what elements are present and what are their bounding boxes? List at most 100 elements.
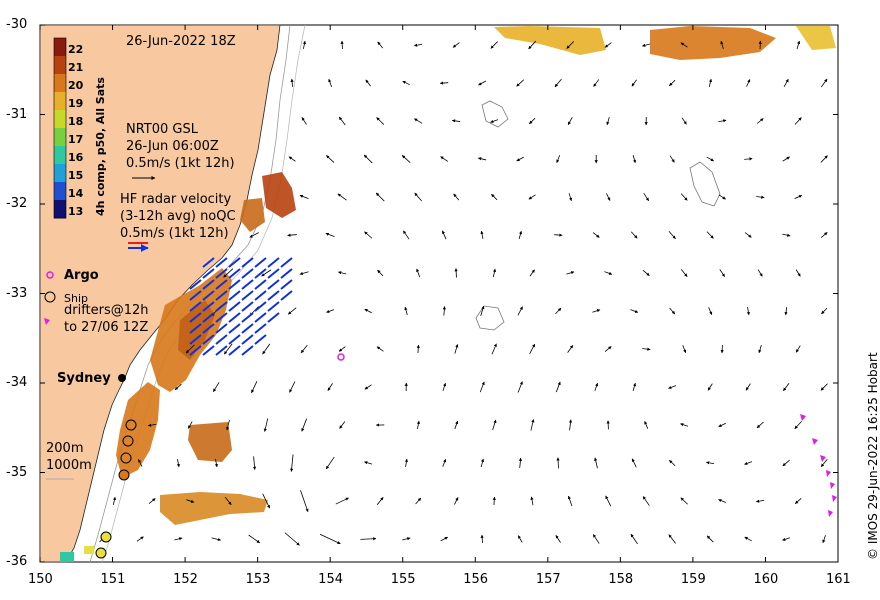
velocity-arrow bbox=[517, 381, 523, 393]
x-tick-label: 159 bbox=[680, 572, 706, 587]
hf-radar-arrow bbox=[215, 312, 228, 323]
velocity-arrow bbox=[300, 490, 309, 513]
hf-radar-arrow bbox=[267, 257, 280, 268]
x-tick-label: 161 bbox=[826, 572, 851, 587]
ship-marker bbox=[120, 452, 132, 464]
velocity-arrow bbox=[669, 459, 676, 467]
velocity-arrow bbox=[376, 117, 385, 125]
velocity-arrow bbox=[492, 496, 496, 506]
velocity-arrow bbox=[706, 156, 714, 162]
drifter-legend-label-1: drifters@12h bbox=[64, 303, 149, 318]
velocity-arrow bbox=[820, 459, 828, 467]
hf-radar-arrow bbox=[267, 279, 280, 290]
velocity-arrow bbox=[568, 419, 573, 431]
drifter-marker bbox=[812, 438, 818, 445]
hf-radar-arrow bbox=[241, 312, 254, 323]
velocity-arrow bbox=[214, 458, 218, 468]
velocity-arrow bbox=[642, 496, 650, 506]
hf-radar-arrow bbox=[202, 279, 215, 290]
hf-radar-arrow bbox=[202, 312, 215, 323]
velocity-arrow bbox=[720, 40, 724, 49]
velocity-arrow bbox=[249, 232, 259, 238]
velocity-arrow bbox=[377, 41, 384, 49]
hf-radar-arrow bbox=[189, 279, 202, 290]
gsl-legend-name: NRT00 GSL bbox=[126, 122, 198, 137]
velocity-arrow bbox=[414, 118, 423, 124]
velocity-arrow bbox=[416, 268, 421, 278]
colorbar-swatch bbox=[54, 38, 66, 57]
velocity-arrow bbox=[782, 459, 790, 467]
velocity-arrow bbox=[530, 496, 534, 506]
sst-patch bbox=[188, 422, 232, 462]
velocity-arrow bbox=[335, 497, 349, 505]
sst-patch bbox=[262, 172, 296, 218]
velocity-arrow bbox=[567, 495, 573, 507]
velocity-arrow bbox=[556, 155, 561, 164]
hf-radar-arrow bbox=[215, 345, 228, 356]
hf-radar-arrow bbox=[228, 301, 241, 312]
x-tick-label: 152 bbox=[173, 572, 198, 587]
velocity-arrow bbox=[224, 497, 232, 505]
hf-radar-arrow bbox=[267, 312, 280, 323]
colorbar-label: 17 bbox=[68, 133, 84, 146]
velocity-arrow bbox=[185, 344, 195, 354]
velocity-arrow bbox=[630, 309, 639, 313]
velocity-arrow bbox=[518, 230, 523, 239]
velocity-arrow bbox=[136, 536, 144, 542]
hf-radar-arrow bbox=[228, 279, 241, 290]
velocity-arrow bbox=[745, 383, 751, 391]
velocity-arrow bbox=[301, 117, 307, 125]
velocity-arrow bbox=[404, 458, 408, 468]
velocity-arrow bbox=[794, 194, 803, 200]
y-tick-label: -30 bbox=[6, 17, 28, 32]
hf-radar-arrow bbox=[254, 268, 267, 279]
hf-radar-arrow bbox=[254, 301, 267, 312]
x-tick-label: 160 bbox=[753, 572, 779, 587]
velocity-arrow bbox=[491, 193, 498, 201]
hf-radar-arrow bbox=[254, 279, 267, 290]
velocity-arrow bbox=[491, 343, 497, 355]
velocity-arrow bbox=[301, 418, 307, 432]
velocity-arrow bbox=[212, 382, 220, 392]
velocity-arrow bbox=[340, 40, 344, 50]
gsl-legend-time: 26-Jun 06:00Z bbox=[126, 139, 219, 154]
velocity-arrow bbox=[567, 117, 573, 126]
velocity-arrow bbox=[337, 193, 347, 201]
ship-marker bbox=[125, 419, 137, 431]
hf-radar-arrow bbox=[241, 268, 254, 279]
sst-patch bbox=[796, 26, 836, 50]
velocity-arrow bbox=[668, 534, 676, 544]
x-tick-label: 154 bbox=[318, 572, 343, 587]
hf-legend-scale: 0.5m/s (1kt 12h) bbox=[120, 226, 229, 241]
velocity-arrow bbox=[251, 381, 258, 394]
velocity-arrow bbox=[594, 382, 599, 391]
velocity-arrow bbox=[706, 231, 714, 239]
velocity-arrow bbox=[452, 42, 460, 48]
velocity-arrow bbox=[319, 533, 341, 545]
hf-radar-arrow bbox=[189, 312, 202, 323]
velocity-arrow bbox=[644, 421, 649, 429]
velocity-arrow bbox=[112, 496, 117, 505]
velocity-arrow bbox=[226, 419, 230, 431]
colorbar-label: 13 bbox=[68, 205, 84, 218]
velocity-arrow bbox=[566, 41, 575, 49]
y-tick-label: -31 bbox=[6, 106, 28, 122]
hf-radar-arrow bbox=[267, 268, 280, 279]
velocity-arrow bbox=[454, 344, 459, 354]
velocity-arrow bbox=[820, 383, 828, 391]
drifter-marker bbox=[828, 510, 833, 517]
velocity-arrow bbox=[365, 79, 371, 87]
velocity-arrow bbox=[478, 80, 487, 86]
velocity-arrow bbox=[718, 119, 727, 123]
velocity-arrow bbox=[440, 156, 449, 162]
velocity-arrow bbox=[223, 268, 234, 278]
velocity-arrow bbox=[517, 535, 523, 543]
hf-radar-arrow bbox=[280, 279, 293, 290]
velocity-arrow bbox=[138, 459, 143, 467]
velocity-arrow bbox=[364, 231, 373, 239]
isobath-1000m-legend: 1000m bbox=[46, 458, 92, 473]
velocity-arrow bbox=[414, 192, 422, 202]
colorbar-swatch bbox=[54, 56, 66, 75]
velocity-arrow bbox=[642, 269, 650, 277]
